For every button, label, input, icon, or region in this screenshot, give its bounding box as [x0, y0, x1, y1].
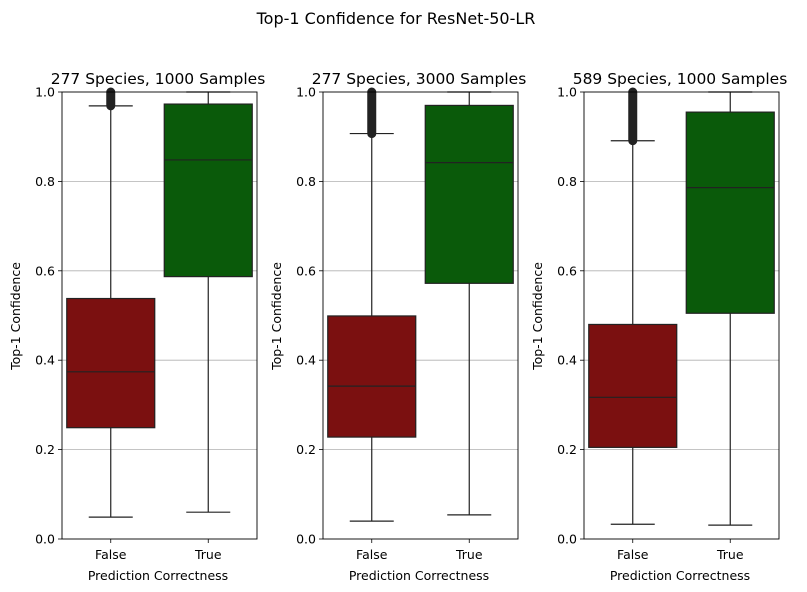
iqr-box: [685, 111, 775, 314]
box-true: [163, 91, 253, 513]
y-tick-label: 0.6: [296, 263, 316, 278]
y-tick-label: 0.0: [557, 532, 577, 547]
x-axis-label: Prediction Correctness: [610, 568, 750, 583]
y-tick-label: 0.8: [296, 174, 316, 189]
iqr-box: [66, 297, 156, 429]
y-tick-label: 1.0: [35, 85, 55, 100]
subplot-2: 277 Species, 3000 Samples Top-1 Confiden…: [269, 70, 526, 583]
axes-frame: [583, 91, 780, 540]
subplot-1: 277 Species, 1000 Samples Top-1 Confiden…: [8, 70, 265, 583]
x-tick-label: False: [617, 547, 649, 562]
iqr-box: [327, 315, 417, 438]
x-axis-label: Prediction Correctness: [349, 568, 489, 583]
y-tick-label: 0.0: [296, 532, 316, 547]
y-tick-label: 1.0: [557, 85, 577, 100]
x-tick-label: True: [194, 547, 222, 562]
subplot-title: 277 Species, 1000 Samples: [51, 70, 266, 88]
box-false: [327, 87, 417, 522]
x-axis-label: Prediction Correctness: [88, 568, 228, 583]
subplot-3: 589 Species, 1000 Samples Top-1 Confiden…: [530, 70, 787, 583]
y-tick-label: 0.2: [296, 442, 316, 457]
y-tick-label: 0.4: [296, 353, 316, 368]
iqr-box: [163, 103, 253, 278]
y-axis-label: Top-1 Confidence: [269, 262, 284, 371]
x-tick-label: True: [455, 547, 483, 562]
subplot-title: 589 Species, 1000 Samples: [573, 70, 788, 88]
y-tick-label: 0.4: [35, 353, 55, 368]
y-axis-label: Top-1 Confidence: [8, 262, 23, 371]
y-tick-label: 0.4: [557, 353, 577, 368]
figure-suptitle: Top-1 Confidence for ResNet-50-LR: [256, 9, 536, 28]
box-false: [588, 87, 678, 525]
x-tick-label: False: [356, 547, 388, 562]
y-tick-label: 1.0: [296, 85, 316, 100]
axes-frame: [322, 91, 519, 540]
axes-frame: [61, 91, 258, 540]
y-tick-label: 0.2: [557, 442, 577, 457]
box-true: [685, 91, 775, 526]
box-true: [424, 91, 514, 516]
y-tick-label: 0.8: [557, 174, 577, 189]
iqr-box: [588, 323, 678, 448]
y-tick-label: 0.0: [35, 532, 55, 547]
y-axis-label: Top-1 Confidence: [530, 262, 545, 371]
y-tick-label: 0.6: [557, 263, 577, 278]
x-tick-label: False: [95, 547, 127, 562]
y-tick-label: 0.6: [35, 263, 55, 278]
box-false: [66, 87, 156, 518]
x-tick-label: True: [716, 547, 744, 562]
y-tick-label: 0.2: [35, 442, 55, 457]
subplot-title: 277 Species, 3000 Samples: [312, 70, 527, 88]
y-tick-label: 0.8: [35, 174, 55, 189]
iqr-box: [424, 104, 514, 284]
